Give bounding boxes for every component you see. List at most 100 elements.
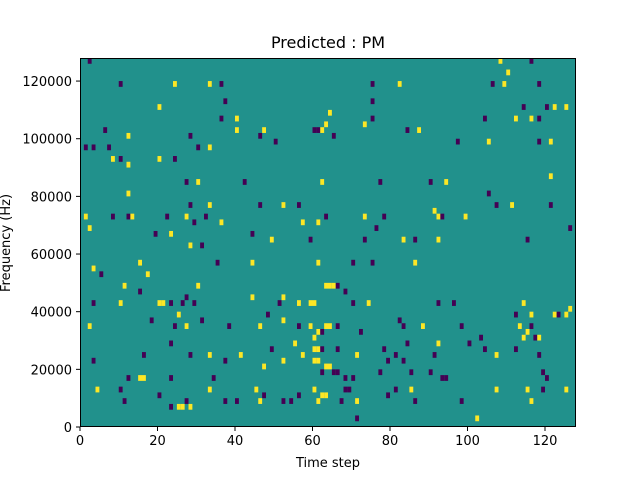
heatmap-cell-high: [293, 340, 298, 347]
heatmap-cell-low: [428, 369, 433, 376]
heatmap-cell-high: [281, 294, 286, 301]
heatmap-cell-high: [494, 386, 499, 393]
heatmap-cell-low: [223, 98, 228, 105]
heatmap-cell-high: [308, 300, 313, 306]
heatmap-cell-low: [87, 58, 92, 64]
heatmap-cell-high: [486, 138, 491, 145]
heatmap-cell-high: [568, 305, 573, 312]
heatmap-cell-high: [320, 127, 325, 133]
heatmap-cell-high: [176, 403, 181, 410]
heatmap-cell-low: [277, 300, 282, 306]
heatmap-cell-low: [118, 386, 123, 393]
heatmap-cell-low: [153, 230, 158, 237]
heatmap-cell-high: [130, 213, 135, 220]
heatmap-cell-low: [316, 127, 321, 133]
heatmap-cell-high: [91, 265, 96, 272]
heatmap-cell-low: [374, 225, 379, 231]
heatmap-cell-low: [339, 398, 344, 404]
heatmap-cell-high: [262, 127, 267, 133]
heatmap-cell-low: [351, 300, 356, 306]
y-axis-label: Frequency (Hz): [0, 194, 14, 292]
heatmap-cell-low: [343, 375, 348, 381]
heatmap-cell-high: [207, 144, 212, 151]
y-tick-label: 120000: [22, 75, 72, 90]
heatmap-cell-high: [196, 282, 201, 289]
plot-area: [80, 58, 576, 427]
heatmap-cell-low: [351, 259, 356, 266]
heatmap-cell-high: [235, 127, 239, 133]
heatmap-cell-high: [219, 219, 224, 226]
heatmap-cell-low: [359, 328, 363, 335]
heatmap-cell-high: [529, 311, 534, 318]
heatmap-cell-low: [169, 340, 174, 347]
heatmap-cell-low: [347, 386, 352, 393]
heatmap-cell-low: [149, 317, 154, 324]
heatmap-cell-high: [312, 346, 317, 353]
heatmap-cell-high: [521, 300, 526, 306]
x-axis: 0 20 40 60 80 100 120: [76, 427, 557, 449]
heatmap-cell-low: [204, 213, 208, 220]
heatmap-cell-high: [184, 323, 189, 329]
heatmap-cell-low: [335, 369, 340, 376]
heatmap-cell-high: [300, 352, 305, 358]
heatmap-cell-high: [506, 69, 511, 76]
heatmap-cell-low: [343, 386, 348, 393]
heatmap-cell-high: [331, 282, 336, 289]
heatmap-cell-low: [533, 334, 538, 341]
heatmap-cell-low: [320, 369, 325, 376]
heatmap-cell-high: [126, 132, 131, 139]
heatmap-cell-high: [312, 334, 317, 341]
heatmap-cell-low: [382, 346, 387, 353]
heatmap-cell-high: [502, 81, 507, 87]
x-tick-label: 0: [76, 434, 84, 449]
heatmap-cell-low: [250, 230, 255, 237]
heatmap-cell-high: [564, 386, 569, 393]
heatmap-cell-high: [366, 300, 371, 306]
heatmap-cell-high: [126, 161, 131, 168]
heatmap-cell-high: [328, 363, 332, 370]
heatmap-cell-low: [370, 259, 375, 266]
heatmap-cell-high: [258, 398, 263, 404]
heatmap-cell-low: [541, 386, 546, 393]
heatmap-cell-high: [316, 357, 321, 364]
heatmap-cell-low: [428, 179, 433, 185]
heatmap-cell-low: [331, 132, 336, 139]
heatmap-cell-low: [180, 300, 185, 306]
heatmap-cell-high: [138, 375, 143, 381]
x-tick-label: 40: [227, 434, 244, 449]
heatmap-cell-low: [514, 311, 518, 318]
heatmap-cell-low: [192, 300, 197, 306]
heatmap-cell-high: [188, 242, 193, 249]
heatmap-cell-low: [169, 375, 174, 381]
heatmap-cell-low: [409, 369, 414, 376]
heatmap-cell-high: [145, 271, 150, 278]
heatmap-cell-low: [486, 190, 491, 197]
heatmap-cell-low: [173, 156, 177, 162]
heatmap-cell-high: [514, 115, 518, 122]
heatmap-cell-low: [138, 288, 143, 295]
heatmap-cell-low: [289, 398, 294, 404]
heatmap-cell-high: [83, 213, 88, 220]
heatmap-cell-high: [258, 323, 263, 329]
heatmap-cell-high: [316, 219, 321, 226]
heatmap-cell-low: [122, 398, 127, 404]
heatmap-cell-low: [370, 98, 375, 105]
heatmap-cell-high: [111, 156, 115, 162]
heatmap-cell-high: [126, 190, 131, 197]
heatmap-cell-high: [250, 259, 255, 266]
heatmap-cell-low: [235, 398, 239, 404]
heatmap-cell-high: [564, 104, 569, 110]
heatmap-cell-low: [490, 81, 495, 87]
heatmap-cell-low: [200, 242, 205, 249]
heatmap-cell-low: [83, 144, 88, 151]
heatmap-cell-high: [409, 386, 414, 393]
heatmap-cell-high: [436, 340, 441, 347]
heatmap-cell-low: [413, 398, 418, 404]
heatmap-cell-low: [541, 369, 546, 376]
x-tick-label: 80: [382, 434, 399, 449]
heatmap-cell-low: [459, 323, 464, 329]
heatmap-cell-high: [176, 311, 181, 318]
heatmap-cell-high: [521, 334, 526, 341]
heatmap-cell-high: [235, 115, 239, 122]
heatmap-cell-low: [169, 300, 174, 306]
